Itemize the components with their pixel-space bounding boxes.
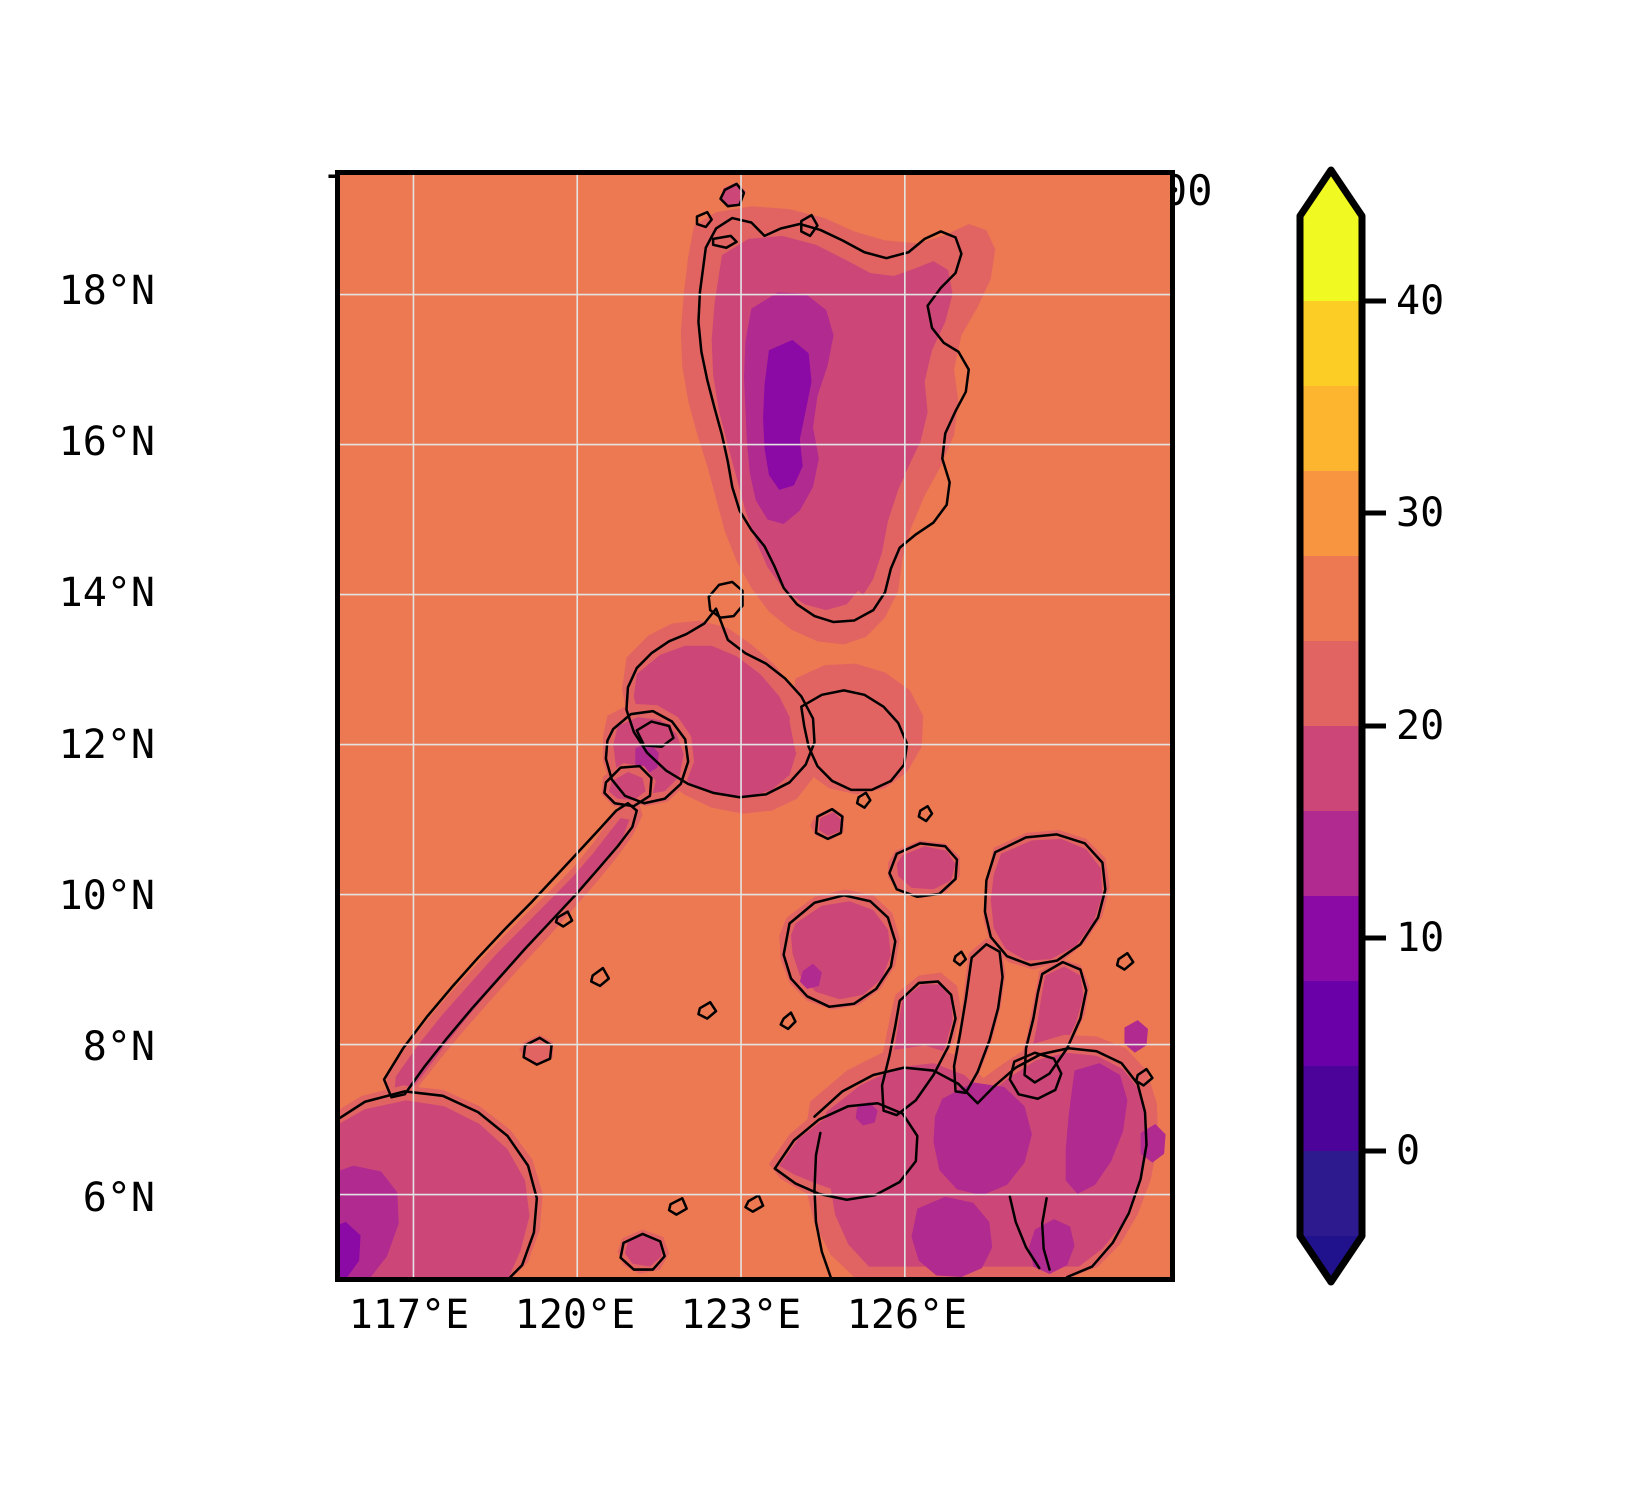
coastline-babuyan2 [711,234,738,250]
coastline-borneo [340,1090,539,1277]
coastline-davao-gulf2 [1040,1197,1051,1271]
coastline-islet-10 [1115,951,1135,971]
ytick-label-6n: 6°N [82,1175,155,1221]
contour-mindanao-16g [855,1101,878,1126]
coastline-babuyan1 [695,210,713,229]
contour-palawan-20 [394,818,630,1098]
coastline-panay [782,894,897,1008]
coastline-luzon-south [625,607,816,799]
ytick-label-18n: 18°N [58,268,155,314]
coastline-batanes [719,182,746,208]
cb-band-m4-0 [1300,1151,1362,1236]
coastline-tawitawi [522,1036,553,1066]
cbtick-label-40: 40 [1396,278,1445,324]
colorbar-over-arrow [1300,170,1362,216]
cb-band-28-32 [1300,471,1362,556]
colorbar-ticks [1362,298,1386,1154]
cbtick-label-10: 10 [1396,915,1445,961]
cb-band-8-12 [1300,896,1362,981]
contour-sierra-madre-20 [854,278,944,596]
colorbar-under-arrow [1300,1236,1362,1282]
colorbar-outline [1296,166,1366,1286]
coastline-islet-3 [952,950,968,967]
cb-band-20-24 [1300,641,1362,726]
contour-luzon-12 [763,339,812,490]
coastline-layer [340,182,1154,1277]
coastline-cebu [952,943,1004,1095]
contour-bicol-24 [789,663,924,795]
map-axes [335,170,1175,1282]
coastline-islet-8 [667,1197,688,1216]
cbtick-label-30: 30 [1396,490,1445,536]
coastline-mindoro [604,709,690,805]
coastline-islet-5 [697,1000,718,1020]
contour-cebu-24 [949,938,1006,1099]
temperature-contour-map [340,175,1170,1277]
coastline-islet-9 [744,1194,765,1213]
coastline-leyte [1023,960,1088,1084]
contour-samar-20 [990,838,1103,961]
contour-mindanao-16h [961,1129,987,1160]
contour-mindanao-16d [1028,1219,1075,1275]
ytick-label-14n: 14°N [58,570,155,616]
cbtick-label-0: 0 [1396,1128,1421,1174]
coastline-calamian [603,764,653,808]
coastline-babuyan3 [800,213,819,238]
coastline-mindanao [813,1047,1148,1277]
coastline-islet-2 [917,804,934,823]
coastline-islet-4 [779,1011,797,1031]
map-canvas [340,175,1170,1277]
contour-mindanao-16b [1065,1063,1128,1194]
xtick-label-126e: 126°E [846,1292,968,1338]
cb-band-0-4 [1300,1066,1362,1151]
colorbar-bands [1300,216,1362,1236]
coastline-sulu [619,1232,666,1271]
coastline-davao-gulf [1008,1195,1041,1270]
contour-masbate-20 [896,846,956,890]
gridlines [340,175,1170,1277]
xtick-label-117e: 117°E [348,1292,470,1338]
coastline-mindanao-south [813,1131,832,1277]
contour-calamian-20 [608,772,646,801]
cbtick-label-20: 20 [1396,703,1445,749]
colorbar-gradient [1296,166,1386,1286]
xtick-label-120e: 120°E [514,1292,636,1338]
contour-borneo-12 [340,1222,361,1277]
ytick-label-10n: 10°N [58,873,155,919]
coastline-bicol [800,689,909,792]
coastline-islet-7 [554,910,574,928]
ytick-label-12n: 12°N [58,722,155,768]
cb-band-36-40 [1300,301,1362,386]
contour-mindanao-16c [911,1196,993,1277]
cb-band-16-20 [1300,726,1362,811]
coastline-samar [983,833,1107,967]
coastline-islet-1 [855,791,872,809]
coastline-negros [880,980,957,1117]
coastline-romblon [814,807,844,841]
coastline-islet-11 [1134,1067,1154,1087]
ytick-label-8n: 8°N [82,1024,155,1070]
contour-sulu-20 [624,1235,662,1267]
xtick-label-123e: 123°E [680,1292,802,1338]
contour-panay-16 [799,963,822,989]
coastline-luzon [697,216,970,624]
cb-band-40-44 [1300,216,1362,301]
cb-band-24-28 [1300,556,1362,641]
cb-band-4-8 [1300,981,1362,1066]
ytick-label-16n: 16°N [58,419,155,465]
cb-band-32-36 [1300,386,1362,471]
colorbar: 40 30 20 10 0 [1296,166,1444,1286]
coastline-islet-6 [589,966,611,988]
coastline-masbate [888,842,959,899]
cb-band-12-16 [1300,811,1362,896]
contour-romblon-20 [818,812,841,836]
